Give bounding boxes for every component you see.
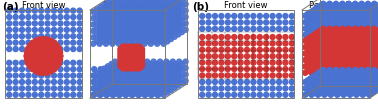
Text: Perspective view: Perspective view	[103, 1, 174, 10]
Bar	[90, 10, 165, 98]
Bar	[302, 10, 370, 98]
Text: Front view: Front view	[224, 1, 268, 10]
Text: Front view: Front view	[22, 1, 65, 10]
Text: (a): (a)	[2, 2, 19, 12]
Bar	[5, 10, 82, 98]
Text: Perspective view: Perspective view	[309, 1, 378, 10]
Text: (b): (b)	[192, 2, 209, 12]
Bar	[198, 10, 294, 98]
Bar	[112, 0, 187, 84]
Bar	[320, 0, 378, 86]
